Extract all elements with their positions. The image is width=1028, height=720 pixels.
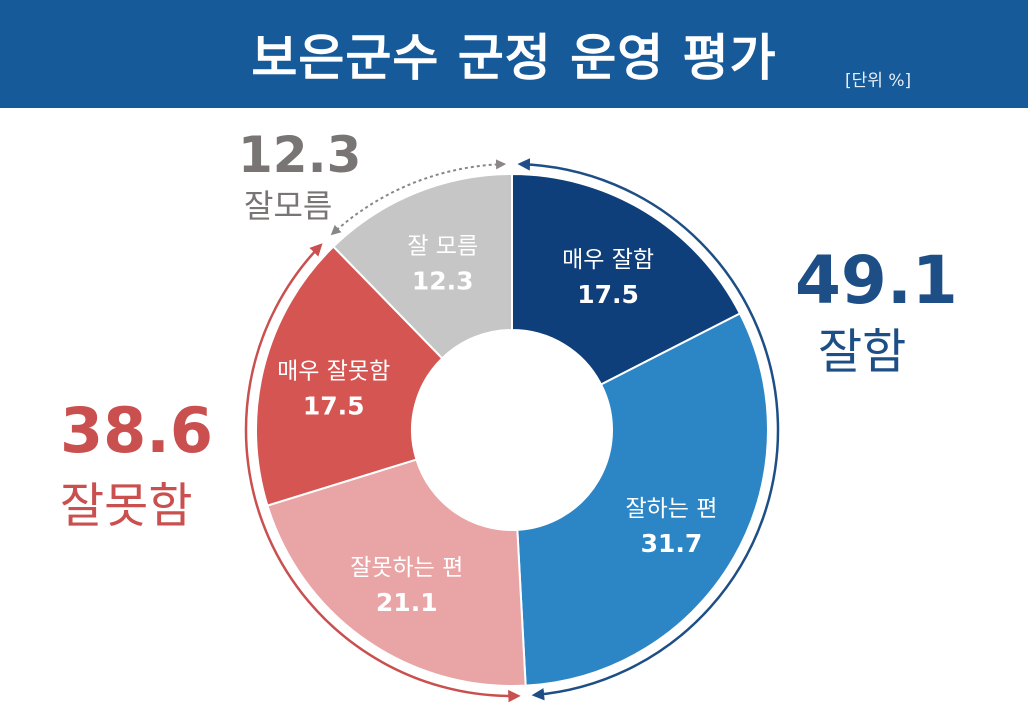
slice-value-fairly-bad: 21.1 xyxy=(376,588,438,617)
bad-total-label: 잘못함 xyxy=(60,478,193,534)
slice-value-very-good: 17.5 xyxy=(577,280,639,309)
slice-label-fairly-bad: 잘못하는 편 xyxy=(350,555,463,581)
slice-label-dont-know: 잘 모름 xyxy=(407,234,478,260)
slice-label-very-good: 매우 잘함 xyxy=(562,247,654,273)
dont-know-total-value: 12.3 xyxy=(238,126,362,184)
header-bar: 보은군수 군정 운영 평가 [단위 %] xyxy=(0,0,1028,108)
dont-know-total-label: 잘모름 xyxy=(244,187,333,225)
bad-total-value: 38.6 xyxy=(60,394,213,467)
slice-very-good xyxy=(511,172,742,386)
bad-range-arc xyxy=(244,243,521,703)
slice-fairly-good xyxy=(516,312,769,687)
good-range-arc xyxy=(517,158,780,701)
good-total-label: 잘함 xyxy=(818,324,907,380)
slice-label-very-bad: 매우 잘못함 xyxy=(277,359,390,385)
page-title: 보은군수 군정 운영 평가 xyxy=(251,29,777,87)
slice-label-fairly-good: 잘하는 편 xyxy=(625,496,717,522)
good-total-value: 49.1 xyxy=(795,242,958,319)
slice-value-very-bad: 17.5 xyxy=(303,392,365,421)
slice-value-fairly-good: 31.7 xyxy=(641,529,703,558)
slice-value-dont-know: 12.3 xyxy=(412,267,474,296)
unit-label: [단위 %] xyxy=(845,71,912,91)
